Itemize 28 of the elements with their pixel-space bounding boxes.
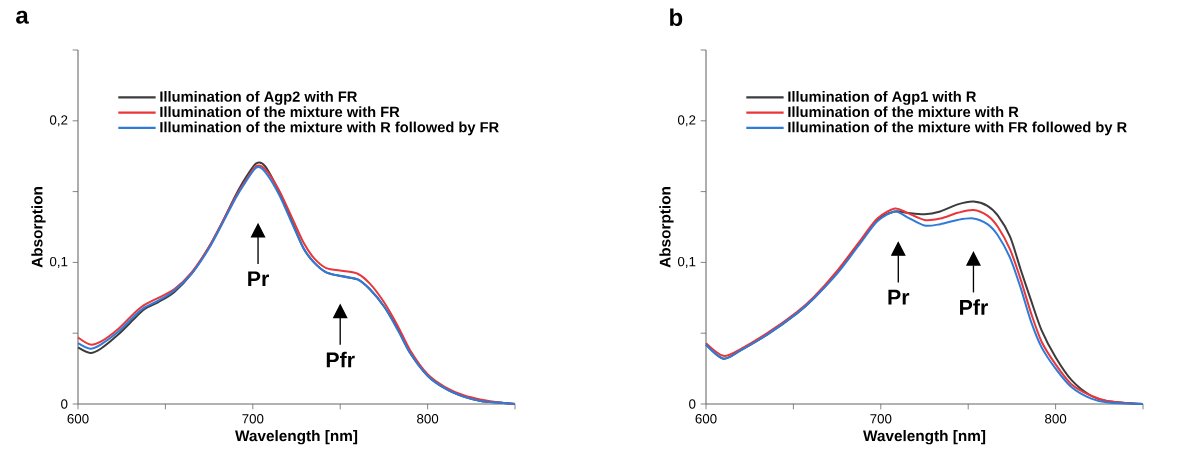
x-tick-label: 600 <box>67 414 89 424</box>
y-tick-label: 0,1 <box>49 256 68 268</box>
chart-title: b <box>670 8 683 27</box>
y-tick-label: 0 <box>61 399 68 409</box>
annotation: Pfr <box>326 351 355 368</box>
x-tick-label: 600 <box>695 414 717 424</box>
annotation: Pr <box>248 271 269 287</box>
y-axis-title: Absorption <box>31 187 46 268</box>
chart-title: a <box>16 10 29 24</box>
x-tick-label: 800 <box>1045 414 1067 424</box>
legend-label: Illumination of Agp1 with R <box>788 91 977 105</box>
x-tick-label: 700 <box>242 414 264 424</box>
y-tick-label: 0,2 <box>49 115 68 127</box>
legend-label: Illumination of the mixture with FR followed by R <box>788 121 1127 136</box>
x-axis-title: Wavelength [nm] <box>235 429 358 445</box>
annotation: Pfr <box>960 299 988 315</box>
x-tick-label: 800 <box>417 414 439 424</box>
y-axis-title: Absorption <box>659 187 674 268</box>
legend-label: Illumination of Agp2 with FR <box>160 91 358 105</box>
legend-label: Illumination of the mixture with R followed by FR <box>160 121 499 136</box>
x-tick-label: 700 <box>870 414 892 424</box>
y-tick-label: 0,2 <box>677 115 696 127</box>
y-tick-label: 0,1 <box>677 256 696 268</box>
legend-label: Illumination of the mixture with FR <box>160 106 400 118</box>
annotation: Pr <box>888 289 910 305</box>
legend-label: Illumination of the mixture with R <box>788 106 1019 118</box>
x-axis-title: Wavelength [nm] <box>863 429 986 445</box>
y-tick-label: 0 <box>689 399 696 409</box>
